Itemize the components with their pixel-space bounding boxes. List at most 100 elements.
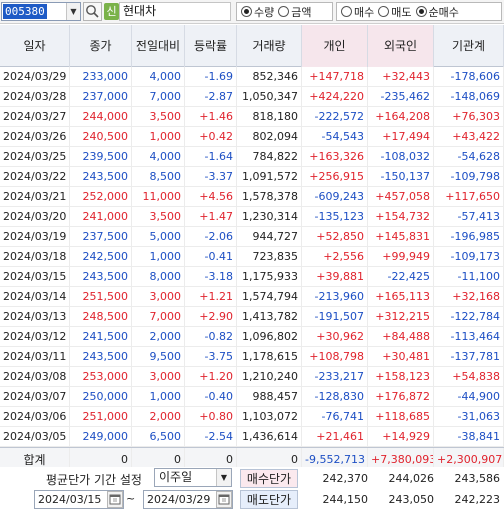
table-row[interactable]: 2024/03/19 237,500 5,000 -2.06 944,727 +52,85… bbox=[0, 227, 504, 247]
summary-change: 0 bbox=[132, 448, 185, 472]
cell-individual: +2,556 bbox=[302, 247, 368, 267]
cell-institution: -38,841 bbox=[434, 427, 504, 447]
table-row[interactable]: 2024/03/25 239,500 4,000 -1.64 784,822 +163,3… bbox=[0, 147, 504, 167]
radio-button[interactable] bbox=[415, 6, 427, 17]
trade-option[interactable]: 매도 bbox=[378, 4, 412, 20]
cell-volume: 1,175,933 bbox=[237, 267, 302, 287]
cell-close: 244,000 bbox=[70, 107, 132, 127]
radio-button[interactable] bbox=[241, 6, 252, 17]
unit-option[interactable]: 수량 bbox=[241, 4, 274, 20]
calendar-icon[interactable] bbox=[107, 491, 123, 508]
table-row[interactable]: 2024/03/28 237,000 7,000 -2.87 1,050,347 +424… bbox=[0, 87, 504, 107]
table-row[interactable]: 2024/03/21 252,000 11,000 +4.56 1,578,378 -60… bbox=[0, 187, 504, 207]
start-date-input[interactable]: 2024/03/15 bbox=[34, 490, 124, 509]
cell-foreign: +164,208 bbox=[368, 107, 434, 127]
cell-close: 241,500 bbox=[70, 327, 132, 347]
cell-foreign: -22,425 bbox=[368, 267, 434, 287]
column-header-rate[interactable]: 등락률 bbox=[185, 25, 237, 67]
cell-volume: 1,574,794 bbox=[237, 287, 302, 307]
new-badge[interactable]: 신 bbox=[104, 3, 119, 20]
stock-code-input[interactable]: 005380 ▼ bbox=[1, 2, 81, 21]
cell-rate: -2.06 bbox=[185, 227, 237, 247]
cell-change: 2,000 bbox=[132, 407, 185, 427]
column-header-close[interactable]: 종가 bbox=[70, 25, 132, 67]
cell-institution: -57,413 bbox=[434, 207, 504, 227]
buy-avg-price-label: 매수단가 bbox=[240, 469, 298, 488]
cell-change: 7,000 bbox=[132, 87, 185, 107]
period-select[interactable]: 이주일 ▼ bbox=[154, 468, 232, 487]
sell-avg-foreign: 243,050 bbox=[388, 493, 435, 506]
cell-date: 2024/03/13 bbox=[0, 307, 70, 327]
table-row[interactable]: 2024/03/07 250,000 1,000 -0.40 988,457 -128,8… bbox=[0, 387, 504, 407]
cell-foreign: +457,058 bbox=[368, 187, 434, 207]
stock-code-value[interactable]: 005380 bbox=[3, 4, 47, 19]
summary-individual: -9,552,713 bbox=[302, 448, 368, 472]
trade-option[interactable]: 매수 bbox=[341, 4, 374, 20]
search-button[interactable] bbox=[83, 2, 102, 21]
table-row[interactable]: 2024/03/26 240,500 1,000 +0.42 802,094 -54,54… bbox=[0, 127, 504, 147]
cell-individual: -222,572 bbox=[302, 107, 368, 127]
cell-individual: -54,543 bbox=[302, 127, 368, 147]
cell-volume: 1,050,347 bbox=[237, 87, 302, 107]
cell-volume: 944,727 bbox=[237, 227, 302, 247]
table-row[interactable]: 2024/03/29 233,000 4,000 -1.69 852,346 +147,7… bbox=[0, 67, 504, 87]
unit-radio-group: 수량 금액 bbox=[236, 2, 333, 21]
cell-rate: +0.80 bbox=[185, 407, 237, 427]
cell-rate: +1.46 bbox=[185, 107, 237, 127]
cell-foreign: +118,685 bbox=[368, 407, 434, 427]
cell-foreign: +32,443 bbox=[368, 67, 434, 87]
cell-close: 241,000 bbox=[70, 207, 132, 227]
cell-close: 240,500 bbox=[70, 127, 132, 147]
cell-volume: 1,436,614 bbox=[237, 427, 302, 447]
calendar-icon[interactable] bbox=[216, 491, 232, 508]
cell-institution: -137,781 bbox=[434, 347, 504, 367]
cell-individual: -609,243 bbox=[302, 187, 368, 207]
table-row[interactable]: 2024/03/05 249,000 6,500 -2.54 1,436,614 +21,… bbox=[0, 427, 504, 447]
table-row[interactable]: 2024/03/14 251,500 3,000 +1.21 1,574,794 -213… bbox=[0, 287, 504, 307]
cell-close: 237,000 bbox=[70, 87, 132, 107]
chevron-down-icon[interactable]: ▼ bbox=[216, 469, 231, 486]
cell-volume: 1,103,072 bbox=[237, 407, 302, 427]
table-row[interactable]: 2024/03/20 241,000 3,500 +1.47 1,230,314 -135… bbox=[0, 207, 504, 227]
cell-change: 6,500 bbox=[132, 427, 185, 447]
cell-individual: +424,220 bbox=[302, 87, 368, 107]
cell-volume: 1,096,802 bbox=[237, 327, 302, 347]
table-row[interactable]: 2024/03/27 244,000 3,500 +1.46 818,180 -222,5… bbox=[0, 107, 504, 127]
table-row[interactable]: 2024/03/11 243,500 9,500 -3.75 1,178,615 +108… bbox=[0, 347, 504, 367]
column-header-individual[interactable]: 개인 bbox=[302, 25, 368, 67]
table-row[interactable]: 2024/03/06 251,000 2,000 +0.80 1,103,072 -76,… bbox=[0, 407, 504, 427]
column-header-foreign[interactable]: 외국인 bbox=[368, 25, 434, 67]
cell-date: 2024/03/27 bbox=[0, 107, 70, 127]
cell-change: 3,000 bbox=[132, 367, 185, 387]
table-row[interactable]: 2024/03/22 243,500 8,500 -3.37 1,091,572 +256… bbox=[0, 167, 504, 187]
table-row[interactable]: 2024/03/13 248,500 7,000 +2.90 1,413,782 -191… bbox=[0, 307, 504, 327]
cell-change: 2,000 bbox=[132, 327, 185, 347]
cell-institution: -148,069 bbox=[434, 87, 504, 107]
column-header-change[interactable]: 전일대비 bbox=[132, 25, 185, 67]
radio-button[interactable] bbox=[378, 6, 390, 17]
table-row[interactable]: 2024/03/18 242,500 1,000 -0.41 723,835 +2,556… bbox=[0, 247, 504, 267]
radio-button[interactable] bbox=[341, 6, 352, 17]
cell-foreign: +176,872 bbox=[368, 387, 434, 407]
radio-button[interactable] bbox=[278, 6, 290, 17]
end-date-input[interactable]: 2024/03/29 bbox=[143, 490, 233, 509]
sell-avg-price-label: 매도단가 bbox=[240, 490, 298, 509]
table-row[interactable]: 2024/03/15 243,500 8,000 -3.18 1,175,933 +39,… bbox=[0, 267, 504, 287]
cell-institution: -54,628 bbox=[434, 147, 504, 167]
column-header-institution[interactable]: 기관계 bbox=[434, 25, 504, 67]
column-header-date[interactable]: 일자 bbox=[0, 25, 70, 67]
summary-label: 합계 bbox=[0, 448, 70, 472]
unit-option[interactable]: 금액 bbox=[278, 4, 312, 20]
column-header-volume[interactable]: 거래량 bbox=[237, 25, 302, 67]
cell-foreign: +84,488 bbox=[368, 327, 434, 347]
table-row[interactable]: 2024/03/08 253,000 3,000 +1.20 1,210,240 -233… bbox=[0, 367, 504, 387]
chevron-down-icon[interactable]: ▼ bbox=[66, 3, 80, 20]
cell-institution: -31,063 bbox=[434, 407, 504, 427]
table-row[interactable]: 2024/03/12 241,500 2,000 -0.82 1,096,802 +30,… bbox=[0, 327, 504, 347]
trade-option[interactable]: 순매수 bbox=[415, 4, 459, 20]
sell-avg-institution: 242,223 bbox=[454, 493, 501, 506]
cell-rate: -1.69 bbox=[185, 67, 237, 87]
search-icon bbox=[86, 5, 99, 18]
summary-rate: 0 bbox=[185, 448, 237, 472]
cell-volume: 1,178,615 bbox=[237, 347, 302, 367]
